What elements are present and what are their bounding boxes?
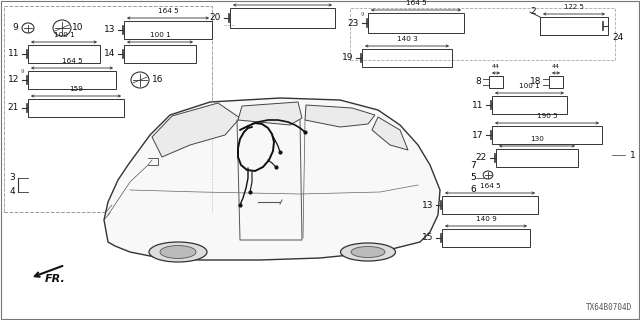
Polygon shape — [305, 105, 375, 127]
Text: 140 9: 140 9 — [476, 216, 497, 222]
Bar — [124, 21, 212, 39]
Text: 11: 11 — [472, 100, 483, 109]
Text: 100 1: 100 1 — [519, 83, 540, 89]
Text: 6: 6 — [470, 186, 476, 195]
Text: 159: 159 — [69, 86, 83, 92]
Text: 2: 2 — [530, 7, 536, 17]
Text: 100 1: 100 1 — [150, 32, 170, 38]
Ellipse shape — [340, 243, 396, 261]
Text: 44: 44 — [492, 64, 500, 69]
Bar — [350, 8, 615, 60]
Bar — [362, 49, 452, 67]
Bar — [549, 76, 563, 88]
Text: 164 5: 164 5 — [406, 0, 426, 6]
Ellipse shape — [149, 242, 207, 262]
Text: 9: 9 — [12, 23, 18, 33]
Bar — [4, 6, 212, 212]
Ellipse shape — [160, 245, 196, 259]
Bar — [28, 45, 100, 63]
Text: 10: 10 — [72, 23, 83, 33]
Bar — [496, 149, 578, 167]
Text: FR.: FR. — [45, 274, 65, 284]
Bar — [124, 45, 196, 63]
Bar — [230, 8, 335, 28]
Text: 130: 130 — [530, 136, 544, 142]
Text: 44: 44 — [552, 64, 560, 69]
Text: 13: 13 — [104, 26, 115, 35]
Text: 21: 21 — [8, 103, 19, 113]
Text: 23: 23 — [348, 19, 359, 28]
Polygon shape — [104, 98, 440, 260]
Text: 140 3: 140 3 — [397, 36, 417, 42]
Text: 164 5: 164 5 — [479, 183, 500, 189]
Polygon shape — [152, 103, 240, 157]
Text: 11: 11 — [8, 50, 19, 59]
Bar — [28, 99, 124, 117]
Bar — [442, 229, 530, 247]
Bar — [368, 13, 464, 33]
Text: 17: 17 — [472, 131, 483, 140]
Text: 16: 16 — [152, 76, 163, 84]
Text: TX64B0704D: TX64B0704D — [586, 303, 632, 312]
Text: 19: 19 — [342, 53, 353, 62]
Text: 164 5: 164 5 — [157, 8, 179, 14]
Bar — [492, 126, 602, 144]
Polygon shape — [372, 117, 408, 150]
Bar — [489, 76, 503, 88]
Bar — [540, 17, 608, 35]
Text: 18: 18 — [529, 77, 541, 86]
Text: 9: 9 — [20, 69, 24, 74]
Text: 24: 24 — [612, 33, 623, 42]
Text: 12: 12 — [8, 76, 19, 84]
Text: 190 5: 190 5 — [536, 113, 557, 119]
Text: 14: 14 — [104, 50, 115, 59]
Text: 22: 22 — [476, 154, 487, 163]
Ellipse shape — [351, 246, 385, 258]
Bar — [442, 196, 538, 214]
Polygon shape — [238, 102, 302, 125]
Bar — [492, 96, 567, 114]
Text: 5: 5 — [470, 173, 476, 182]
Text: 8: 8 — [476, 77, 481, 86]
Text: 13: 13 — [422, 201, 433, 210]
Text: 7: 7 — [470, 161, 476, 170]
Text: 164 5: 164 5 — [61, 58, 83, 64]
Text: 1: 1 — [630, 150, 636, 159]
Text: 9: 9 — [360, 12, 364, 17]
Text: 159: 159 — [276, 0, 289, 1]
Text: 20: 20 — [210, 13, 221, 22]
Text: 100 1: 100 1 — [54, 32, 74, 38]
Text: 15: 15 — [422, 234, 433, 243]
Text: 122 5: 122 5 — [564, 4, 584, 10]
Text: 4: 4 — [9, 188, 15, 196]
Bar — [28, 71, 116, 89]
Text: 3: 3 — [9, 173, 15, 182]
